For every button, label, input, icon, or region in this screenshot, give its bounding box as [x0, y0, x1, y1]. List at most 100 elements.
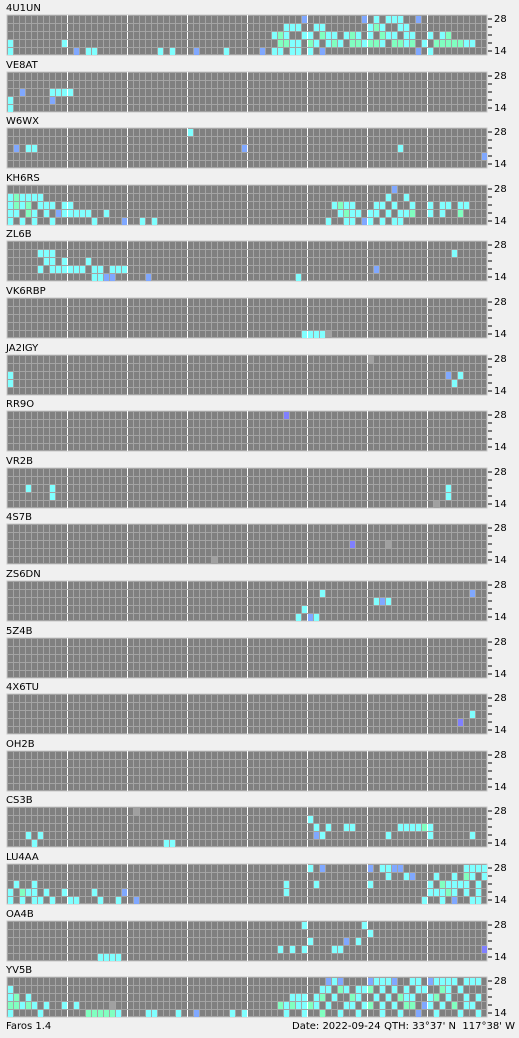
beacon-cell [398, 824, 403, 831]
beacon-cell [242, 145, 247, 152]
beacon-cell [308, 1002, 313, 1009]
beacon-cell [20, 889, 25, 896]
band-label-bottom: 14 [494, 46, 507, 57]
beacon-cell [326, 978, 331, 985]
beacon-cell [422, 1002, 427, 1009]
beacon-cell [446, 372, 451, 379]
beacon-cell [14, 881, 19, 888]
beacon-cell [440, 897, 445, 904]
station-name: 5Z4B [6, 626, 33, 637]
beacon-cell [386, 598, 391, 605]
beacon-cell [482, 865, 487, 872]
beacon-cell [314, 40, 319, 47]
beacon-cell [14, 202, 19, 209]
beacon-cell [362, 922, 367, 929]
beacon-cell [398, 1010, 403, 1017]
beacon-cell [362, 1002, 367, 1009]
band-label-top: 28 [494, 863, 507, 874]
beacon-cell [320, 986, 325, 993]
beacon-cell [116, 266, 121, 273]
beacon-cell [344, 1002, 349, 1009]
beacon-cell [8, 97, 13, 104]
beacon-cell [50, 250, 55, 257]
beacon-cell [326, 1002, 331, 1009]
beacon-cell [344, 938, 349, 945]
beacon-cell [470, 711, 475, 718]
beacon-cell [296, 48, 301, 55]
beacon-cell [332, 978, 337, 985]
band-label-bottom: 14 [494, 612, 507, 623]
beacon-cell [428, 889, 433, 896]
beacon-cell [104, 1010, 109, 1017]
beacon-cell [320, 832, 325, 839]
beacon-cell [38, 266, 43, 273]
beacon-cell [380, 202, 385, 209]
beacon-cell [452, 897, 457, 904]
beacon-cell [350, 218, 355, 225]
beacon-cell [482, 873, 487, 880]
beacon-cell [428, 832, 433, 839]
beacon-cell [440, 978, 445, 985]
beacon-cell [290, 40, 295, 47]
beacon-cell [452, 881, 457, 888]
beacon-cell [314, 824, 319, 831]
beacon-cell [422, 824, 427, 831]
beacon-cell [392, 865, 397, 872]
beacon-cell [32, 194, 37, 201]
beacon-cell [332, 202, 337, 209]
beacon-cell [440, 32, 445, 39]
station-panel: YV5B 28 14 [5, 965, 507, 1019]
beacon-cell [374, 202, 379, 209]
beacon-cell [476, 889, 481, 896]
beacon-cell [8, 202, 13, 209]
beacon-cell [92, 1010, 97, 1017]
beacon-cell [320, 48, 325, 55]
beacon-cell [362, 16, 367, 23]
beacon-cell [356, 938, 361, 945]
beacon-cell [26, 994, 31, 1001]
beacon-cell [338, 1010, 343, 1017]
beacon-cell [440, 40, 445, 47]
beacon-cell [104, 274, 109, 281]
beacon-cell [314, 1002, 319, 1009]
beacon-cell [290, 994, 295, 1001]
beacon-cell [290, 1002, 295, 1009]
beacon-cell [50, 97, 55, 104]
station-name: CS3B [6, 795, 33, 806]
band-label-bottom: 14 [494, 216, 507, 227]
beacon-cell [62, 40, 67, 47]
beacon-cell [380, 218, 385, 225]
station-name: ZS6DN [6, 569, 41, 580]
station-name: KH6RS [6, 173, 40, 184]
beacon-cell [344, 824, 349, 831]
beacon-cell [50, 485, 55, 492]
band-label-bottom: 14 [494, 838, 507, 849]
beacon-cell [38, 832, 43, 839]
beacon-cell [314, 614, 319, 621]
beacon-cell [92, 889, 97, 896]
beacon-cell [152, 218, 157, 225]
station-panel: 4S7B 28 14 [6, 512, 507, 566]
beacon-cell [320, 24, 325, 31]
band-label-bottom: 14 [494, 1008, 507, 1019]
beacon-cell [350, 40, 355, 47]
beacon-cell [62, 89, 67, 96]
beacon-cell [104, 954, 109, 961]
beacon-cell [398, 218, 403, 225]
beacon-cell [350, 210, 355, 217]
beacon-cell [8, 48, 13, 55]
beacon-cell [110, 266, 115, 273]
beacon-cell [446, 485, 451, 492]
beacon-cell [344, 32, 349, 39]
beacon-cell [62, 210, 67, 217]
beacon-cell [356, 210, 361, 217]
beacon-cell [350, 824, 355, 831]
beacon-cell [410, 824, 415, 831]
beacon-cell [380, 978, 385, 985]
beacon-cell [14, 1002, 19, 1009]
beacon-cell [26, 210, 31, 217]
beacon-cell [284, 24, 289, 31]
beacon-cell [380, 865, 385, 872]
beacon-cell [146, 1010, 151, 1017]
